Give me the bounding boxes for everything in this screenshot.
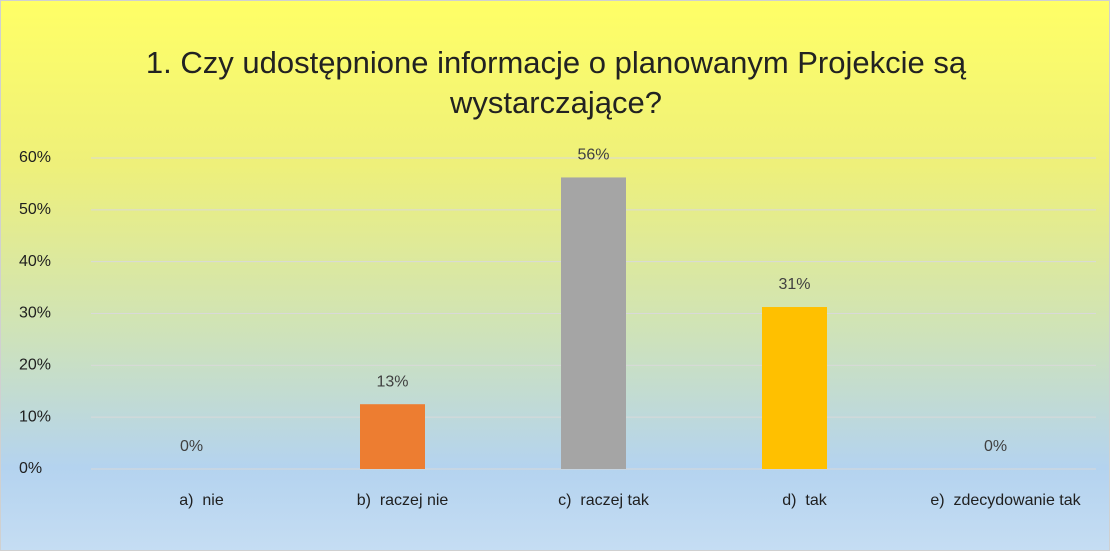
x-tick-label: a) nie <box>179 492 224 509</box>
y-tick-label: 60% <box>19 149 51 166</box>
y-tick-label: 10% <box>19 408 51 425</box>
value-label: 0% <box>984 438 1007 455</box>
y-tick-label: 0% <box>19 460 42 477</box>
x-tick-label: d) tak <box>782 492 827 509</box>
x-tick-label: b) raczej nie <box>356 492 449 509</box>
y-tick-label: 50% <box>19 201 51 218</box>
bar <box>360 404 425 469</box>
y-tick-label: 40% <box>19 253 51 270</box>
x-tick-label: c) raczej tak <box>558 492 649 509</box>
value-label: 31% <box>778 276 810 293</box>
bar <box>561 177 626 469</box>
value-label: 56% <box>577 147 609 164</box>
bar <box>762 307 827 469</box>
x-tick-label: e) zdecydowanie tak <box>930 492 1081 509</box>
value-label: 0% <box>180 438 203 455</box>
y-tick-label: 20% <box>19 357 51 374</box>
y-tick-label: 30% <box>19 305 51 322</box>
chart-title: 1. Czy udostępnione informacje o planowa… <box>145 45 967 120</box>
value-label: 13% <box>376 373 408 390</box>
